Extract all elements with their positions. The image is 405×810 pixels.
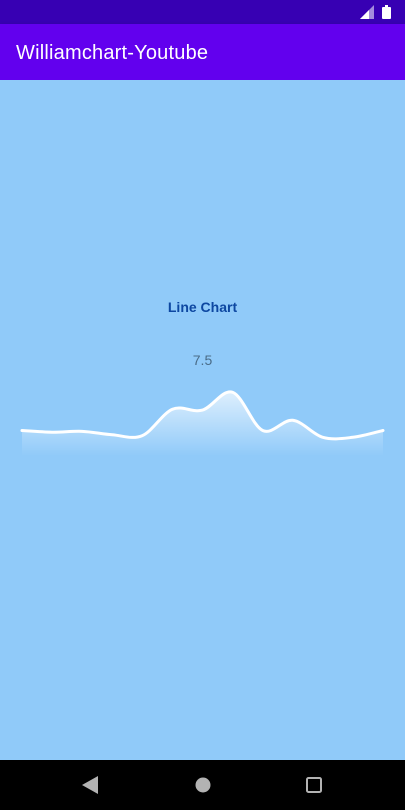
chart-title: Line Chart: [167, 299, 238, 315]
status-bar: [0, 0, 405, 24]
app-title: Williamchart-Youtube: [16, 42, 209, 64]
line-chart[interactable]: [0, 80, 405, 760]
recents-icon: [306, 777, 322, 793]
home-icon: [195, 777, 211, 793]
back-icon: [82, 776, 98, 794]
chart-series-line: [20, 390, 385, 441]
home-button[interactable]: [192, 774, 214, 796]
recents-button[interactable]: [303, 774, 325, 796]
chart-area-fill: [22, 391, 383, 456]
battery-icon: [382, 5, 391, 19]
navigation-bar: [0, 760, 405, 810]
back-button[interactable]: [79, 774, 101, 796]
status-icons: [360, 5, 391, 19]
chart-selected-value-label: 7.5: [192, 352, 213, 368]
chart-content: Line Chart 7.5: [0, 80, 405, 760]
signal-icon: [360, 5, 374, 19]
app-bar: Williamchart-Youtube: [0, 24, 405, 80]
